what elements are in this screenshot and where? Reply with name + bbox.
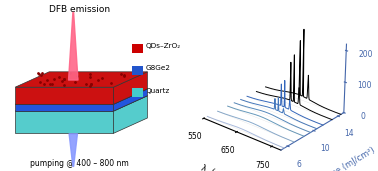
Y-axis label: Fluence (mJ/cm²): Fluence (mJ/cm²) — [311, 146, 377, 171]
Text: Quartz: Quartz — [146, 88, 170, 94]
Polygon shape — [15, 111, 113, 133]
Polygon shape — [15, 87, 113, 104]
Polygon shape — [15, 96, 147, 111]
Bar — [132, 44, 143, 53]
Polygon shape — [15, 89, 147, 104]
Bar — [132, 88, 143, 97]
Polygon shape — [113, 72, 147, 104]
Text: pumping @ 400 – 800 nm: pumping @ 400 – 800 nm — [30, 159, 129, 168]
Text: QDs–ZrO₂: QDs–ZrO₂ — [146, 43, 181, 49]
Polygon shape — [15, 104, 113, 111]
Polygon shape — [15, 72, 147, 87]
Text: G8Ge2: G8Ge2 — [146, 65, 170, 71]
Bar — [132, 66, 143, 75]
Polygon shape — [113, 89, 147, 111]
Text: DFB emission: DFB emission — [49, 5, 110, 14]
Polygon shape — [113, 96, 147, 133]
X-axis label: λ, (nm): λ, (nm) — [200, 164, 231, 171]
